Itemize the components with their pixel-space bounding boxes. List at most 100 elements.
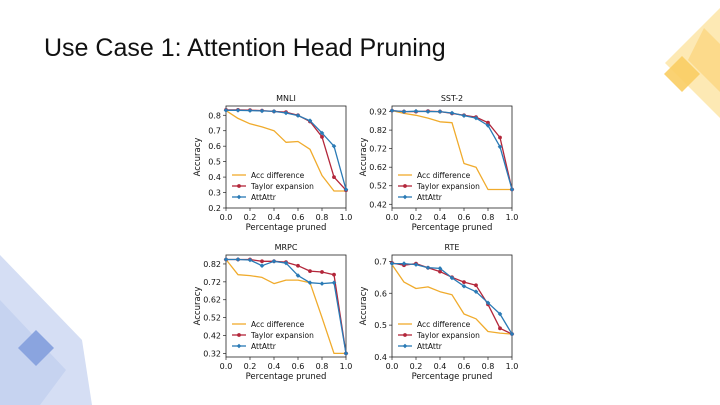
legend-marker-taylor-expansion — [403, 184, 407, 188]
x-tick-label: 0.4 — [434, 362, 447, 371]
y-axis-label: Accuracy — [359, 287, 369, 326]
data-point-attattr — [343, 351, 349, 356]
y-tick-label: 0.7 — [208, 127, 221, 136]
chart-title: MNLI — [276, 94, 296, 103]
y-tick-label: 0.32 — [203, 349, 221, 358]
series-line-acc-difference — [225, 259, 346, 355]
y-tick-label: 0.4 — [208, 173, 221, 182]
x-tick-label: 1.0 — [340, 213, 353, 222]
x-axis-label: Percentage pruned — [246, 223, 327, 233]
legend-label-attattr: AttAttr — [417, 193, 443, 202]
plot-frame — [391, 254, 513, 358]
data-point-attattr — [449, 110, 455, 116]
x-tick-label: 0.8 — [482, 213, 495, 222]
slide-title: Use Case 1: Attention Head Pruning — [44, 34, 446, 62]
x-tick-label: 1.0 — [506, 362, 519, 371]
y-tick-label: 0.52 — [369, 182, 387, 191]
x-tick-label: 1.0 — [340, 362, 353, 371]
data-point-attattr — [259, 108, 265, 114]
plot-frame — [391, 105, 513, 209]
y-tick-label: 0.82 — [203, 260, 221, 269]
data-point-attattr — [485, 300, 491, 306]
x-tick-label: 0.0 — [220, 362, 233, 371]
deco-blue-diamond-small — [18, 330, 54, 366]
legend-label-acc-difference: Acc difference — [417, 171, 471, 180]
data-point-attattr — [235, 108, 241, 113]
series-line-acc-difference — [391, 109, 512, 191]
data-point-attattr — [389, 108, 395, 113]
data-point-taylor-expansion — [308, 269, 312, 274]
data-point-attattr — [331, 280, 337, 286]
data-point-attattr — [223, 257, 229, 262]
y-tick-label: 0.4 — [374, 353, 387, 362]
deco-yellow-diamond-medium — [688, 28, 720, 92]
data-point-attattr — [485, 123, 491, 128]
data-point-taylor-expansion — [332, 175, 336, 179]
y-axis-label: Accuracy — [359, 138, 369, 177]
x-tick-label: 0.8 — [316, 213, 329, 222]
data-point-taylor-expansion — [320, 270, 324, 274]
y-tick-label: 0.8 — [208, 111, 221, 120]
legend-label-attattr: AttAttr — [417, 342, 443, 351]
data-point-attattr — [295, 113, 301, 118]
x-tick-label: 0.4 — [268, 213, 281, 222]
x-tick-label: 0.4 — [268, 362, 281, 371]
y-tick-label: 0.72 — [203, 278, 221, 287]
data-point-attattr — [473, 115, 479, 121]
y-tick-label: 0.6 — [374, 289, 387, 298]
y-tick-label: 0.42 — [369, 200, 387, 209]
data-point-taylor-expansion — [332, 272, 336, 277]
chart-title: MRPC — [275, 243, 298, 252]
chart-title: SST-2 — [441, 94, 463, 103]
legend-label-acc-difference: Acc difference — [251, 171, 305, 180]
legend-marker-taylor-expansion — [403, 333, 407, 337]
x-tick-label: 0.0 — [386, 213, 399, 222]
legend-label-taylor-expansion: Taylor expansion — [416, 182, 480, 191]
legend-label-acc-difference: Acc difference — [251, 320, 305, 329]
y-tick-label: 0.3 — [208, 189, 221, 198]
y-tick-label: 0.82 — [369, 126, 387, 135]
x-axis-label: Percentage pruned — [412, 223, 493, 233]
series-line-acc-difference — [225, 110, 346, 192]
data-point-attattr — [413, 108, 419, 114]
chart-mrpc: MRPC 0.32 0.42 0.52 0.62 0.72 0.82 0.0 0.2 0.4 0.6… — [193, 243, 353, 382]
y-tick-label: 0.2 — [208, 204, 221, 213]
legend-marker-taylor-expansion — [237, 333, 241, 337]
legend-marker-attattr — [402, 194, 408, 200]
y-tick-label: 0.42 — [203, 332, 221, 341]
data-point-attattr — [295, 273, 301, 278]
y-axis-label: Accuracy — [193, 138, 203, 177]
y-tick-label: 0.5 — [374, 321, 387, 330]
data-point-attattr — [259, 263, 265, 269]
y-tick-label: 0.5 — [208, 158, 221, 167]
y-tick-label: 0.62 — [203, 296, 221, 305]
legend-label-taylor-expansion: Taylor expansion — [416, 331, 480, 340]
legend-label-taylor-expansion: Taylor expansion — [250, 182, 314, 191]
x-tick-label: 0.6 — [458, 213, 471, 222]
legend-label-attattr: AttAttr — [251, 342, 277, 351]
x-tick-label: 0.2 — [410, 362, 423, 371]
x-tick-label: 0.8 — [482, 362, 495, 371]
x-tick-label: 0.0 — [220, 213, 233, 222]
data-point-attattr — [473, 289, 479, 294]
x-tick-label: 0.6 — [458, 362, 471, 371]
data-point-attattr — [283, 110, 289, 116]
legend-marker-attattr — [236, 194, 242, 200]
data-point-attattr — [247, 108, 253, 113]
x-tick-label: 0.4 — [434, 213, 447, 222]
data-point-attattr — [401, 109, 407, 114]
y-tick-label: 0.92 — [369, 108, 387, 117]
data-point-taylor-expansion — [438, 269, 442, 274]
data-point-taylor-expansion — [320, 135, 324, 139]
y-tick-label: 0.52 — [203, 314, 221, 323]
data-point-taylor-expansion — [486, 120, 490, 125]
x-tick-label: 1.0 — [506, 213, 519, 222]
y-tick-label: 0.7 — [374, 257, 387, 266]
data-point-attattr — [331, 143, 337, 149]
legend-marker-attattr — [402, 343, 408, 349]
data-point-attattr — [497, 311, 503, 317]
legend-label-attattr: AttAttr — [251, 193, 277, 202]
data-point-taylor-expansion — [498, 326, 502, 331]
chart-title: RTE — [445, 243, 460, 252]
